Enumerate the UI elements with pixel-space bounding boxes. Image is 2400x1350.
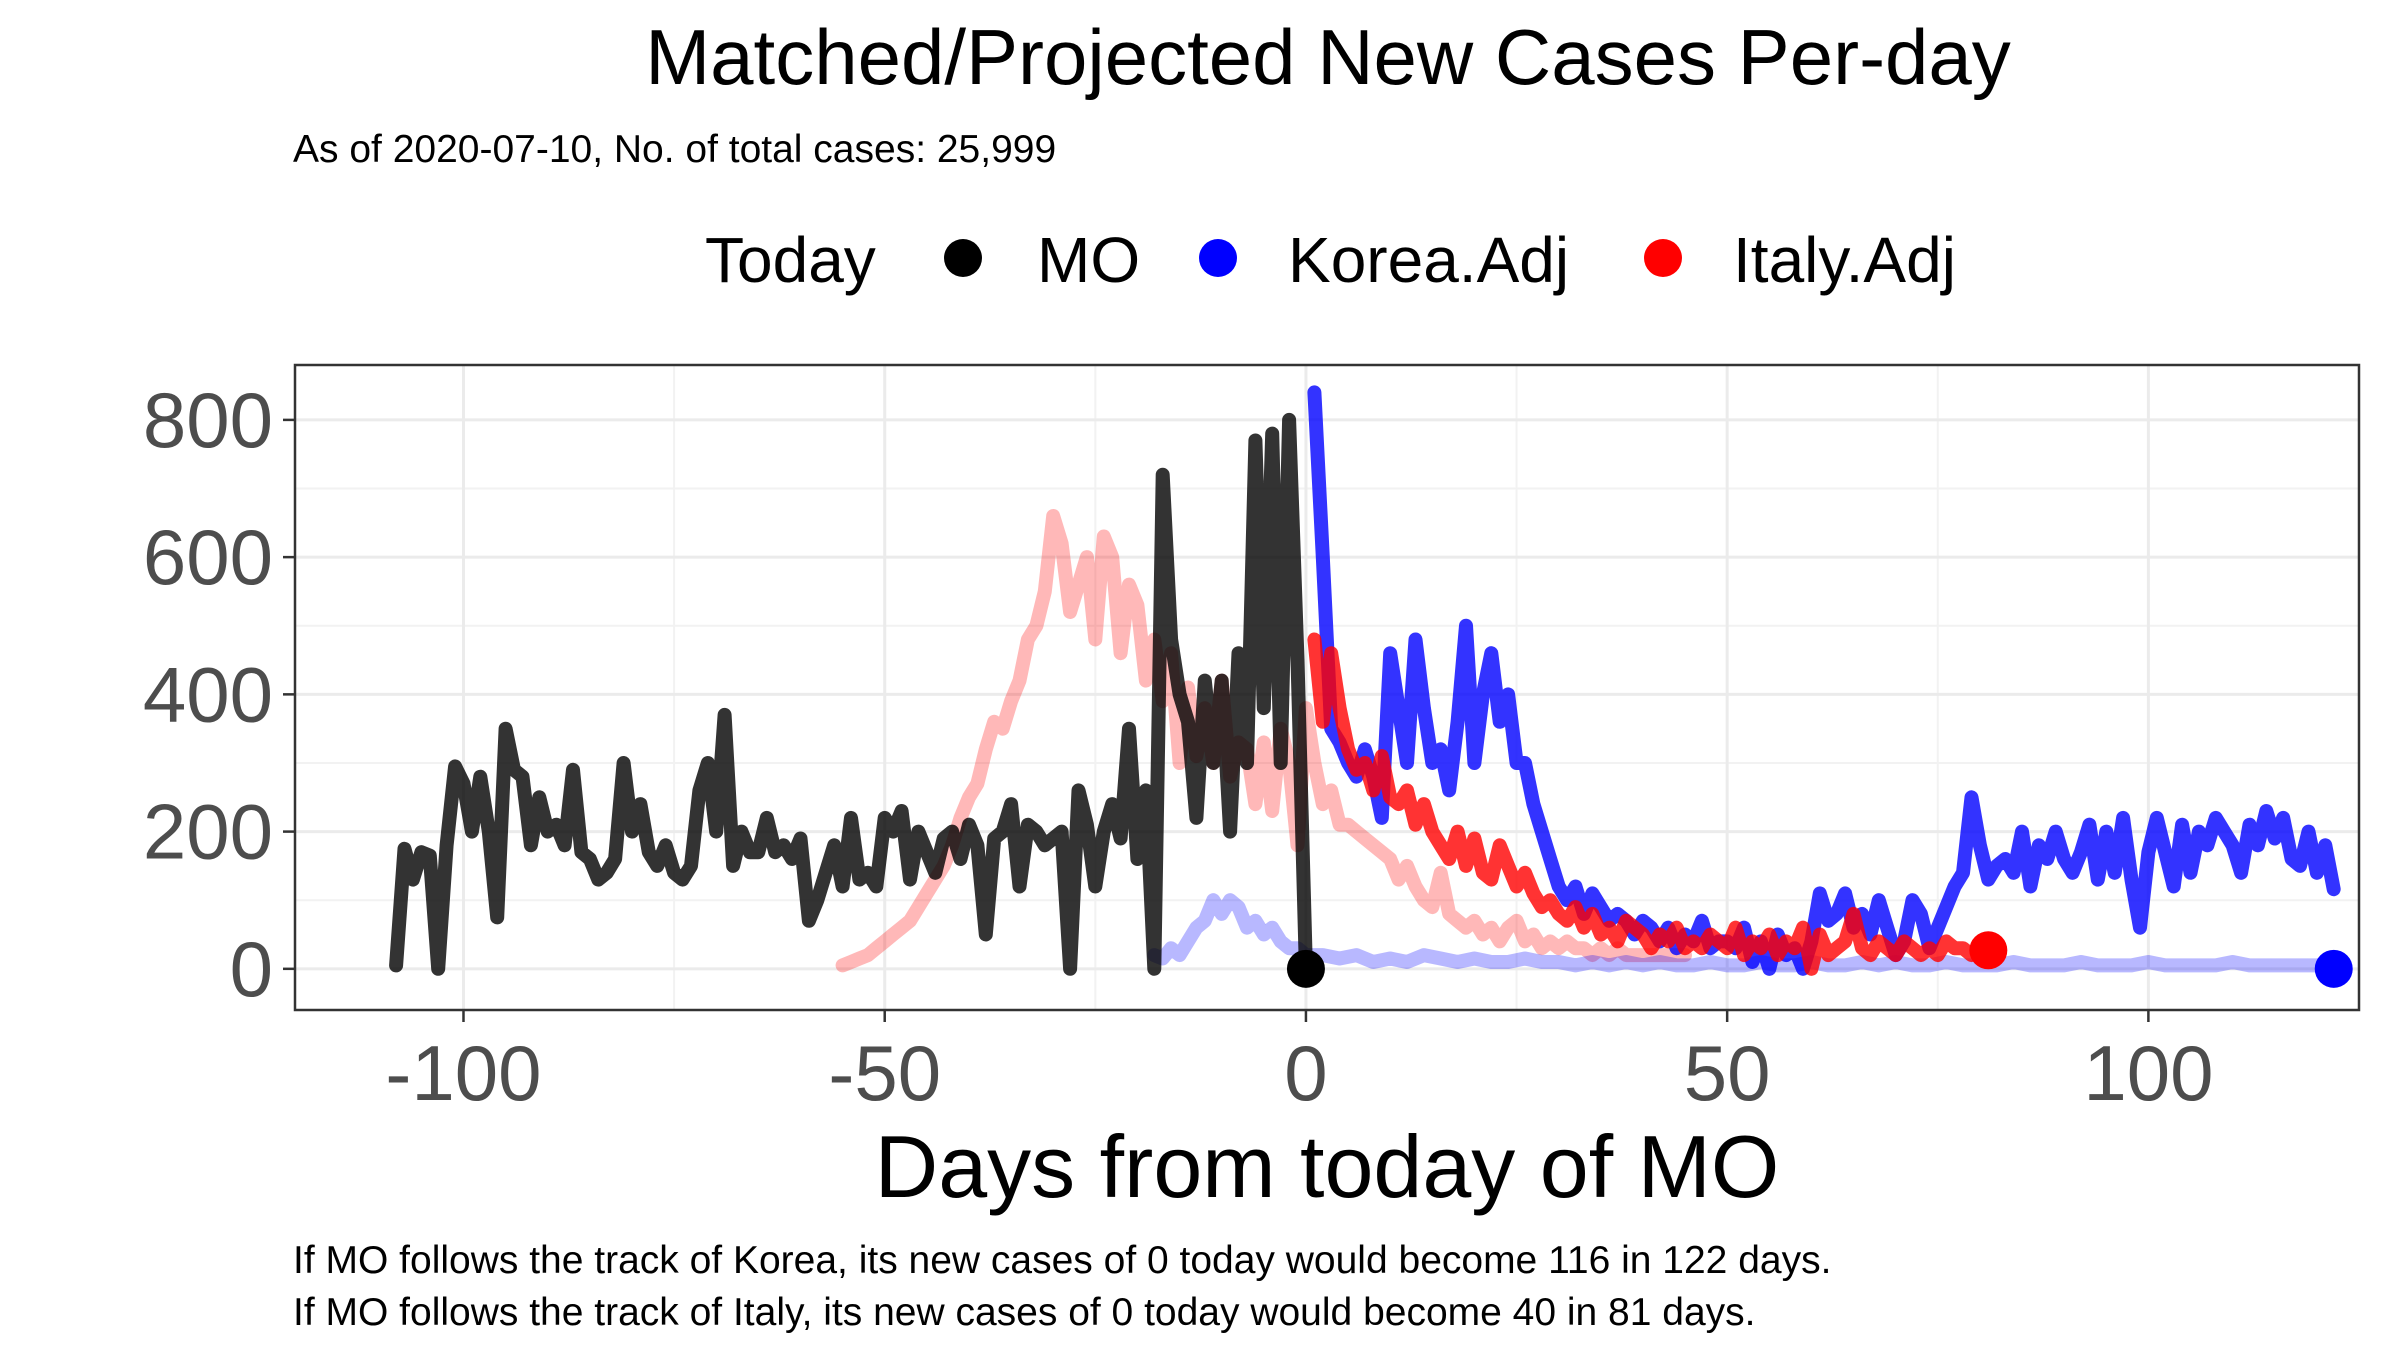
y-tick-label: 400: [143, 650, 273, 738]
today-point-korea-adj: [2314, 949, 2353, 988]
x-tick-label: 0: [1284, 1029, 1327, 1117]
legend-key-mo: [944, 239, 982, 277]
y-tick-label: 600: [143, 513, 273, 601]
x-tick-label: -100: [385, 1029, 541, 1117]
points-layer: [1286, 931, 2353, 988]
today-point-italy-adj: [1969, 931, 2008, 970]
x-tick-label: 50: [1684, 1029, 1771, 1117]
series-shadow-4-line: [1147, 893, 2341, 973]
x-tick-label: 100: [2083, 1029, 2213, 1117]
legend-title: Today: [705, 224, 876, 296]
plot-border: [293, 363, 2361, 1012]
series-mo-line: [389, 412, 1313, 976]
series-layer: [389, 385, 2341, 976]
caption-korea: If MO follows the track of Korea, its ne…: [293, 1239, 1831, 1282]
x-axis-title: Days from today of MO: [875, 1117, 1780, 1216]
caption-italy: If MO follows the track of Italy, its ne…: [293, 1291, 1755, 1334]
legend-label-mo: MO: [1037, 224, 1140, 296]
axes: -100 -50 0 50 100 0 200 400 600 800: [143, 376, 2214, 1117]
y-tick-label: 800: [143, 376, 273, 464]
series-korea-adj-line: [1307, 385, 2341, 976]
y-tick-label: 0: [230, 925, 273, 1013]
chart-title: Matched/Projected New Cases Per-day: [645, 13, 2011, 101]
chart-subtitle: As of 2020-07-10, No. of total cases: 25…: [293, 128, 1056, 171]
today-point-mo: [1286, 949, 1325, 988]
series-italy-adj-line: [1307, 632, 1996, 976]
legend-label-italy: Italy.Adj: [1733, 224, 1956, 296]
x-tick-label: -50: [828, 1029, 941, 1117]
legend-key-korea: [1199, 239, 1237, 277]
y-tick-label: 200: [143, 788, 273, 876]
series-shadow-3-line: [835, 509, 1692, 973]
legend-label-korea: Korea.Adj: [1288, 224, 1569, 296]
legend: Today MO Korea.Adj Italy.Adj: [705, 224, 1956, 296]
legend-key-italy: [1644, 239, 1682, 277]
